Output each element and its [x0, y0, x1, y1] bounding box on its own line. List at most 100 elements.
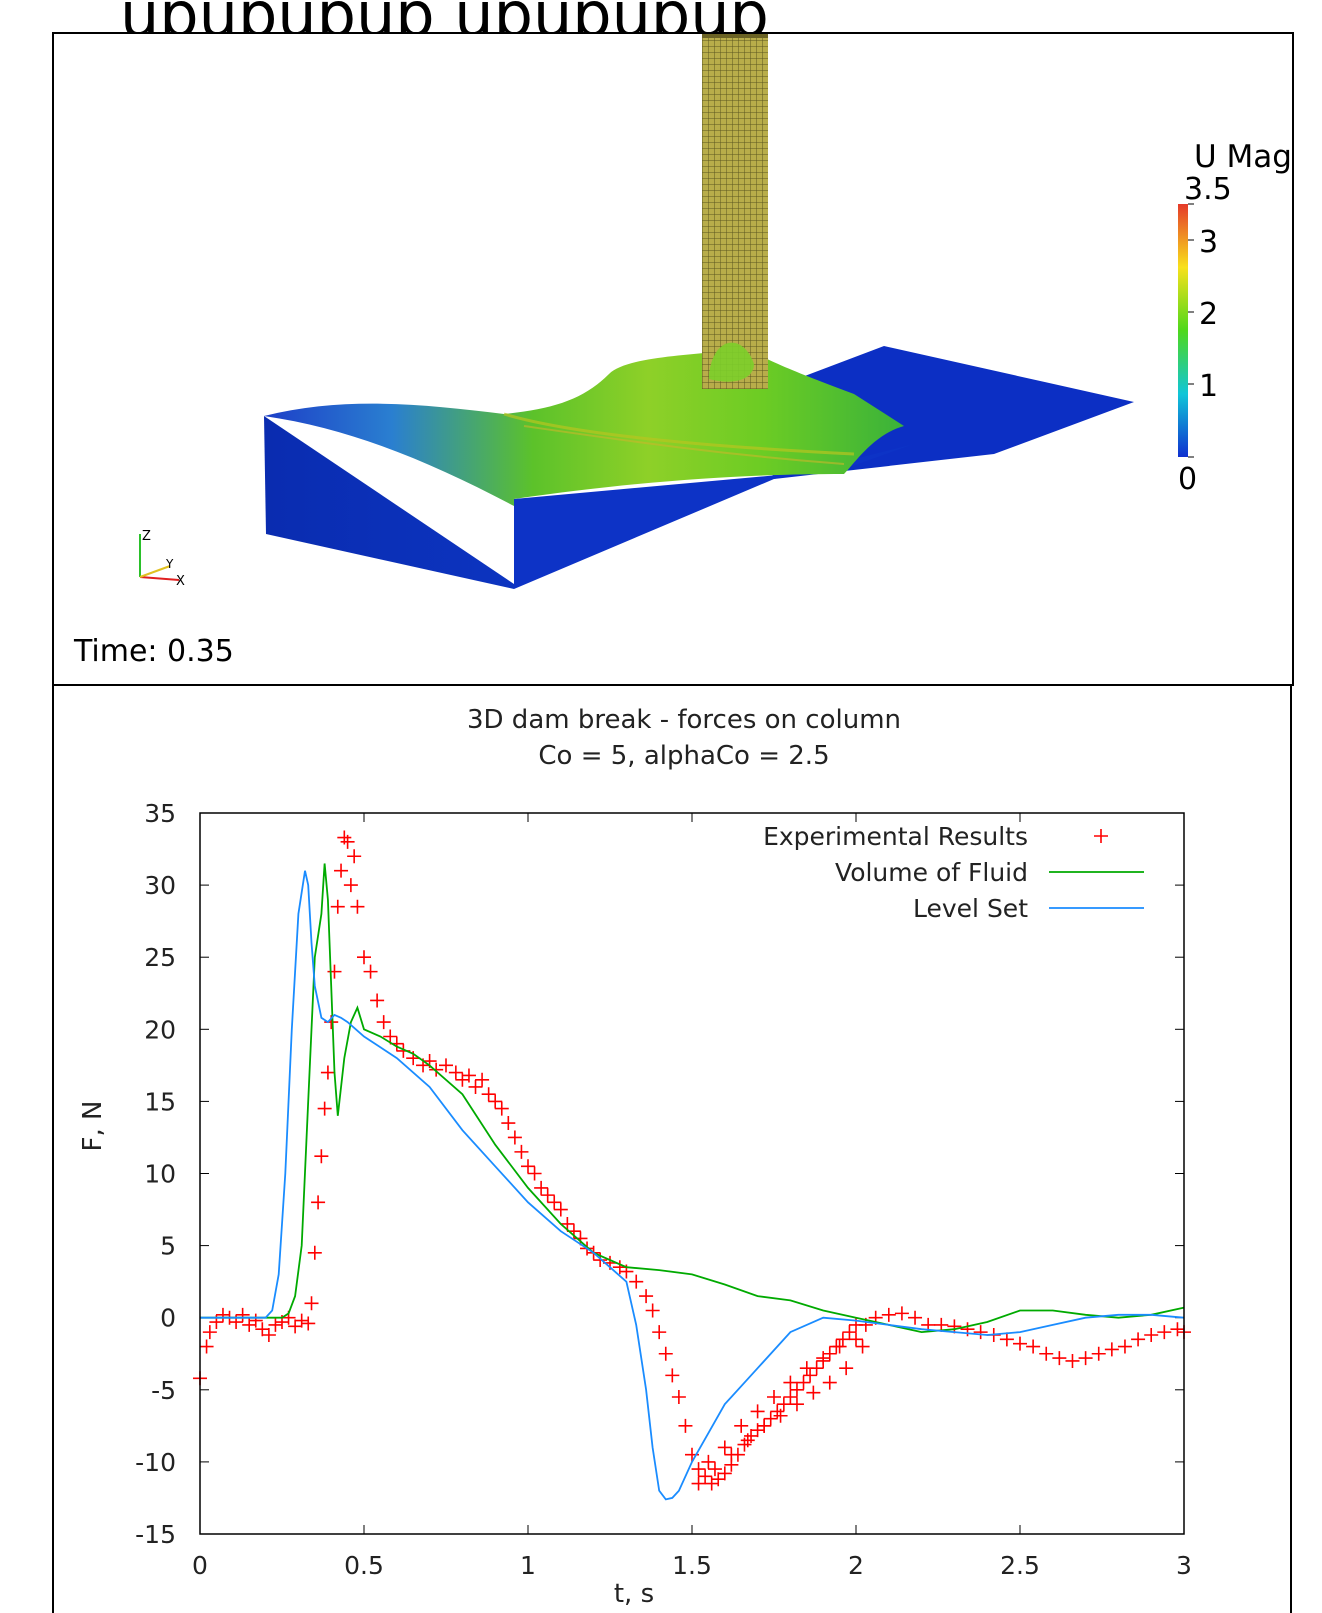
data-point: [199, 1339, 214, 1354]
data-point: [304, 1296, 319, 1311]
x-tick-label: 0.5: [344, 1551, 384, 1580]
data-point: [740, 1433, 755, 1448]
y-tick-label: 5: [160, 1232, 176, 1261]
chart-title: 3D dam break - forces on column: [467, 705, 901, 735]
data-point: [789, 1397, 804, 1412]
data-point: [547, 1195, 562, 1210]
x-tick-label: 1: [520, 1551, 536, 1580]
series-experimental-results: [193, 830, 1191, 1491]
data-point: [1078, 1351, 1093, 1366]
colorbar-title: U Mag: [1194, 139, 1292, 175]
data-point: [789, 1382, 804, 1397]
y-axis-label: F, N: [78, 1101, 108, 1152]
data-point: [383, 1029, 398, 1044]
x-tick-label: 1.5: [672, 1551, 712, 1580]
data-point: [822, 1375, 837, 1390]
data-point: [468, 1079, 483, 1094]
x-axis-label: t, s: [614, 1579, 654, 1609]
data-point: [711, 1472, 726, 1487]
y-tick-label: 35: [144, 799, 176, 828]
data-point: [750, 1404, 765, 1419]
series-line-volume-of-fluid: [200, 863, 1185, 1334]
chart-panel: 3D dam break - forces on column Co = 5, …: [52, 686, 1292, 1613]
tank-front-face: [264, 416, 514, 589]
data-point: [215, 1307, 230, 1322]
data-point: [573, 1231, 588, 1246]
y-tick-label: 25: [144, 943, 176, 972]
legend-label: Experimental Results: [763, 822, 1028, 851]
data-point: [767, 1390, 781, 1405]
data-point: [835, 1332, 850, 1347]
y-tick-label: 15: [144, 1087, 176, 1116]
data-point: [363, 964, 378, 979]
data-point: [514, 1144, 529, 1159]
data-point: [881, 1307, 896, 1322]
data-point: [248, 1313, 263, 1328]
x-tick-label: 0: [192, 1551, 208, 1580]
force-chart: 3D dam break - forces on column Co = 5, …: [78, 705, 1192, 1609]
data-point: [908, 1310, 923, 1325]
axis-y-label: Y: [165, 557, 174, 571]
data-point: [501, 1116, 516, 1131]
tank-side-face: [514, 444, 914, 589]
data-point: [494, 1101, 509, 1116]
data-point: [783, 1375, 798, 1390]
data-point: [439, 1058, 453, 1073]
data-point: [806, 1385, 821, 1400]
y-tick-label: -5: [151, 1376, 176, 1405]
data-point: [799, 1361, 814, 1376]
data-point: [357, 950, 371, 965]
data-point: [773, 1408, 788, 1423]
plot-frame: [199, 812, 1185, 1535]
data-point: [717, 1466, 732, 1481]
data-point: [294, 1313, 309, 1328]
data-point: [724, 1447, 739, 1462]
axes-triad: Z Y X: [139, 529, 185, 589]
legend-label: Level Set: [913, 894, 1028, 923]
data-point: [347, 849, 362, 864]
data-point: [527, 1166, 542, 1181]
data-point: [763, 1411, 778, 1426]
data-point: [288, 1319, 303, 1334]
data-point: [481, 1087, 496, 1102]
colorbar-tick-2: 2: [1199, 297, 1218, 332]
data-point: [314, 1149, 329, 1164]
data-point: [678, 1418, 693, 1433]
data-point: [311, 1195, 326, 1210]
data-point: [1170, 1322, 1185, 1337]
data-point: [839, 1361, 854, 1376]
data-point: [803, 1368, 818, 1383]
colorbar-tick-0: 0: [1178, 462, 1197, 497]
data-point: [461, 1068, 476, 1083]
data-point: [235, 1307, 250, 1322]
colorbar-tick-3: 3: [1199, 225, 1218, 260]
colorbar: [1178, 204, 1188, 457]
y-tick-label: -15: [135, 1520, 176, 1549]
data-point: [307, 1245, 322, 1260]
x-tick-label: 3: [1176, 1551, 1192, 1580]
data-point: [734, 1418, 749, 1433]
data-point: [475, 1072, 490, 1087]
data-point: [658, 1346, 673, 1361]
data-point: [320, 1065, 335, 1080]
data-point: [1157, 1325, 1172, 1340]
data-point: [1026, 1339, 1041, 1354]
data-point: [521, 1159, 535, 1174]
y-tick-label: -10: [135, 1448, 176, 1477]
data-point: [816, 1351, 831, 1366]
data-point: [665, 1368, 680, 1383]
data-point: [645, 1303, 660, 1318]
data-point: [691, 1476, 706, 1491]
y-tick-label: 0: [160, 1304, 176, 1333]
data-point: [652, 1325, 667, 1340]
data-point: [783, 1390, 798, 1405]
y-tick-label: 10: [144, 1160, 176, 1189]
data-point: [534, 1180, 549, 1195]
data-point: [1104, 1342, 1119, 1357]
data-point: [429, 1062, 444, 1077]
data-point: [973, 1325, 988, 1340]
data-point: [691, 1462, 706, 1477]
data-point: [832, 1339, 847, 1354]
data-point: [1144, 1328, 1159, 1343]
data-point: [1091, 1346, 1106, 1361]
